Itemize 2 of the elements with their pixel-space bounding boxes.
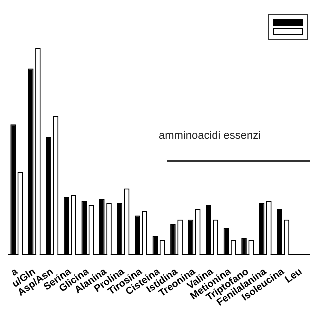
annotation: amminoacidi essenzi	[159, 130, 262, 142]
x-tick-label: Leu	[284, 266, 304, 286]
